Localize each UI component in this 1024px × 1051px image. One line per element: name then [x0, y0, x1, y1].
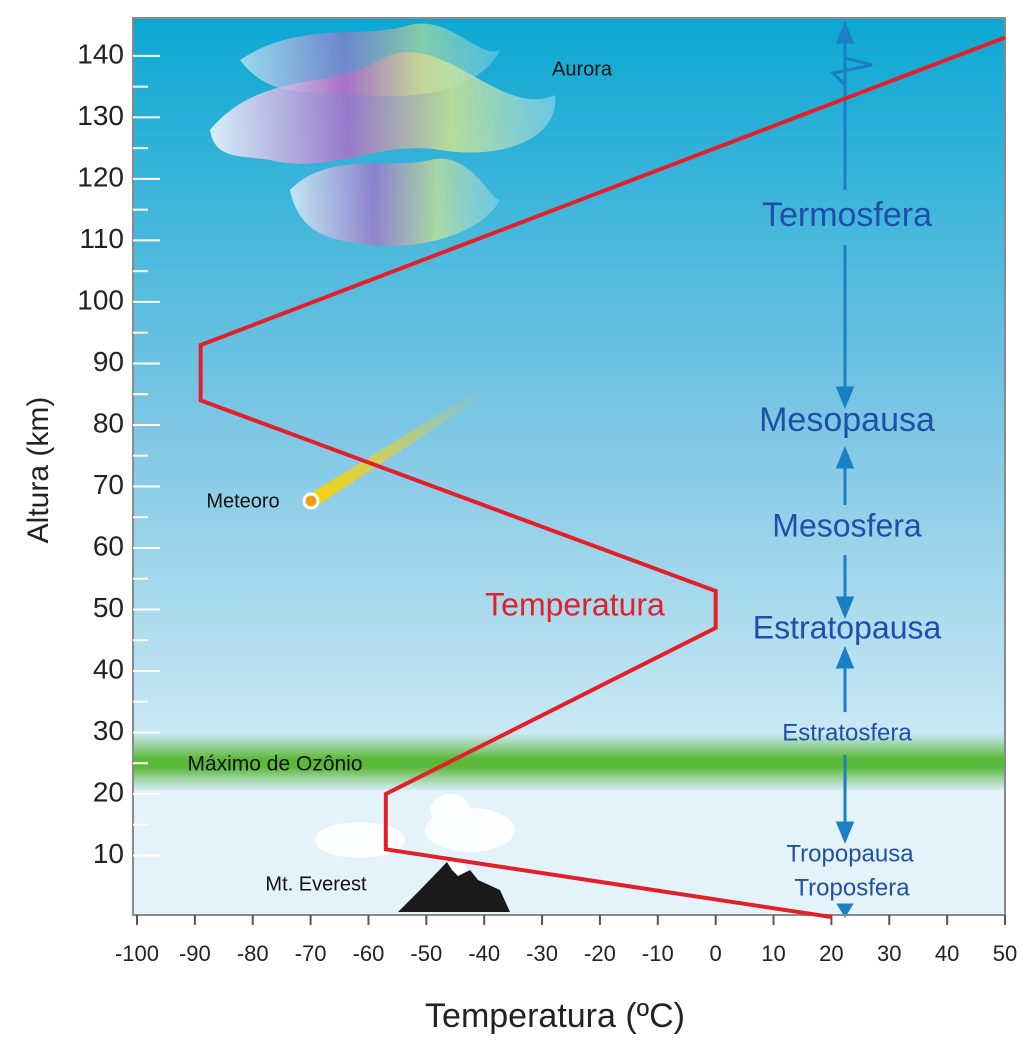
- annotation: Mesopausa: [759, 401, 935, 439]
- y-tick-label: 100: [77, 284, 124, 315]
- y-tick-label: 20: [93, 776, 124, 807]
- x-tick-label: -50: [410, 941, 442, 966]
- y-tick-label: 120: [77, 161, 124, 192]
- meteor-trail: [305, 390, 485, 507]
- y-tick-label: 130: [77, 100, 124, 131]
- plot-frame: [132, 17, 1006, 916]
- annotation: Termosfera: [762, 196, 932, 234]
- mountain: [398, 860, 510, 912]
- annotation: Aurora: [552, 58, 613, 80]
- x-tick-label: -10: [642, 941, 674, 966]
- y-tick-label: 50: [93, 592, 124, 623]
- x-tick-label: -80: [237, 941, 269, 966]
- clouds: [315, 794, 515, 858]
- annotation: Mt. Everest: [265, 873, 367, 895]
- x-tick-label: -60: [353, 941, 385, 966]
- y-tick-label: 10: [93, 838, 124, 869]
- y-tick-label: 90: [93, 346, 124, 377]
- x-tick-label: 40: [935, 941, 959, 966]
- x-tick-label: -100: [115, 941, 159, 966]
- y-axis-label: Altura (km): [22, 397, 55, 544]
- annotation: Tropopausa: [786, 840, 914, 867]
- x-tick-label: -90: [179, 941, 211, 966]
- x-tick-label: 0: [710, 941, 722, 966]
- troposphere-band: [133, 790, 1005, 915]
- y-tick-label: 70: [93, 469, 124, 500]
- y-tick-label: 30: [93, 715, 124, 746]
- y-tick-label: 40: [93, 653, 124, 684]
- annotation: Troposfera: [794, 874, 910, 901]
- x-axis-label: Temperatura (ºC): [425, 997, 685, 1035]
- annotation: Meteoro: [206, 490, 279, 512]
- annotation: Máximo de Ozônio: [187, 753, 362, 776]
- meteor: [302, 492, 320, 510]
- ozone-band: [133, 733, 1005, 790]
- y-tick-label: 80: [93, 407, 124, 438]
- x-tick-label: -20: [584, 941, 616, 966]
- y-tick-label: 140: [77, 38, 124, 69]
- x-tick-label: 30: [877, 941, 901, 966]
- x-tick-label: -30: [526, 941, 558, 966]
- annotation: Mesosfera: [772, 507, 922, 543]
- x-tick-label: -70: [295, 941, 327, 966]
- series-label: Temperatura: [485, 586, 665, 622]
- annotation: Estratopausa: [753, 609, 942, 645]
- x-tick-label: 50: [993, 941, 1017, 966]
- y-tick-label: 60: [93, 530, 124, 561]
- x-tick-label: 20: [819, 941, 843, 966]
- temperature-line: [198, 35, 1006, 919]
- y-tick-label: 110: [79, 223, 124, 254]
- layer-arrows: [829, 21, 873, 918]
- annotation: Estratosfera: [782, 719, 912, 746]
- aurora-art: [210, 23, 556, 246]
- x-tick-label: -40: [468, 941, 500, 966]
- mountain-snow: [447, 860, 470, 876]
- x-tick-label: 10: [761, 941, 785, 966]
